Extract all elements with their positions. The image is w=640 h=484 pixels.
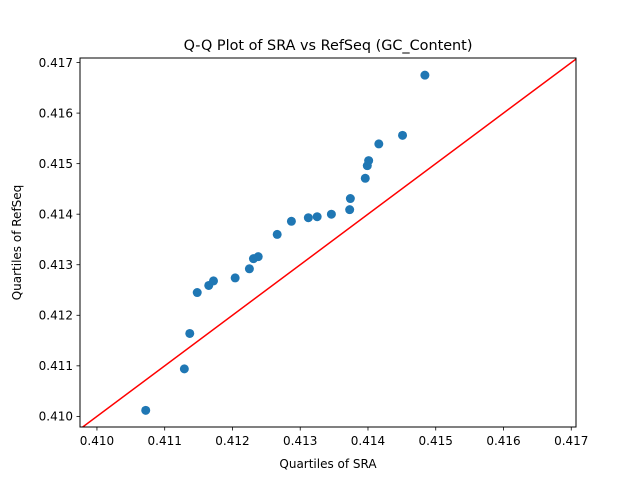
data-point [398, 130, 408, 140]
y-tick-label: 0.413 [39, 258, 73, 272]
data-point [141, 405, 151, 415]
x-tick-label: 0.414 [351, 434, 385, 448]
data-point [360, 173, 370, 183]
data-point [185, 328, 195, 338]
x-tick-label: 0.417 [554, 434, 588, 448]
data-point [208, 276, 218, 286]
data-point [326, 209, 336, 219]
x-axis-label: Quartiles of SRA [279, 457, 377, 471]
data-point [374, 139, 384, 149]
x-tick-label: 0.415 [419, 434, 453, 448]
y-tick-label: 0.411 [39, 359, 73, 373]
data-point [179, 364, 189, 374]
y-tick-label: 0.415 [39, 157, 73, 171]
x-tick-label: 0.416 [486, 434, 520, 448]
plot-frame [79, 57, 577, 428]
data-point [303, 213, 313, 223]
data-point [192, 288, 202, 298]
x-tick-label: 0.412 [215, 434, 249, 448]
data-point [272, 229, 282, 239]
data-point [364, 156, 374, 166]
data-point [345, 194, 355, 204]
data-point [230, 273, 240, 283]
y-axis-label: Quartiles of RefSeq [10, 185, 24, 301]
x-tick-label: 0.411 [148, 434, 182, 448]
data-point [345, 205, 355, 215]
reference-line [81, 58, 576, 427]
data-point [253, 252, 263, 262]
data-point [420, 70, 430, 80]
data-point [244, 264, 254, 274]
x-tick-label: 0.413 [283, 434, 317, 448]
y-tick-label: 0.412 [39, 309, 73, 323]
y-tick-label: 0.410 [39, 410, 73, 424]
y-tick-label: 0.417 [39, 56, 73, 70]
data-point [312, 212, 322, 222]
chart-title: Q-Q Plot of SRA vs RefSeq (GC_Content) [184, 38, 473, 54]
y-tick-label: 0.414 [39, 207, 73, 221]
x-tick-label: 0.410 [80, 434, 114, 448]
y-tick-label: 0.416 [39, 106, 73, 120]
data-point [286, 216, 296, 226]
